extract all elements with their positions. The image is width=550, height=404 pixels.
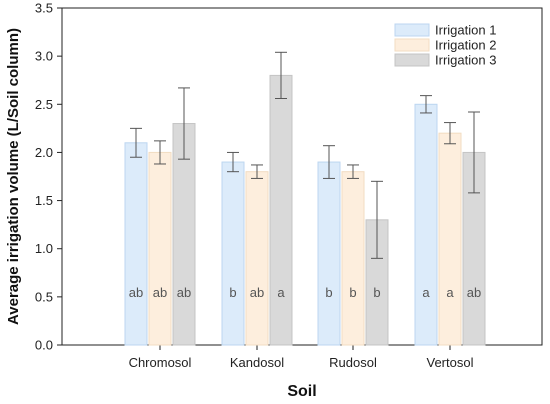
x-axis-title: Soil <box>287 383 316 400</box>
significance-letter: ab <box>250 285 264 300</box>
legend-swatch <box>394 53 430 67</box>
bar[interactable] <box>414 103 438 346</box>
y-tick-label: 2.5 <box>35 97 53 112</box>
significance-letter: a <box>277 285 285 300</box>
y-axis-title: Average irrigation volume (L/Soil column… <box>5 28 22 325</box>
y-tick-label: 0.5 <box>35 289 53 304</box>
y-tick-label: 3.5 <box>35 1 53 16</box>
x-tick-label: Vertosol <box>427 355 474 370</box>
significance-letter: b <box>325 285 332 300</box>
bar[interactable] <box>245 171 269 346</box>
bar[interactable] <box>124 142 148 346</box>
y-tick-label: 1.0 <box>35 241 53 256</box>
y-tick-label: 0.0 <box>35 338 53 353</box>
bar[interactable] <box>438 132 462 346</box>
y-tick-label: 2.0 <box>35 145 53 160</box>
y-tick-label: 1.5 <box>35 193 53 208</box>
significance-letter: ab <box>129 285 143 300</box>
legend-swatch <box>394 38 430 52</box>
significance-letter: ab <box>177 285 191 300</box>
plot-frame <box>61 7 543 346</box>
x-tick-label: Chromosol <box>129 355 192 370</box>
significance-letter: b <box>349 285 356 300</box>
significance-letter: ab <box>153 285 167 300</box>
significance-letter: b <box>373 285 380 300</box>
significance-letter: a <box>446 285 454 300</box>
significance-letter: a <box>422 285 430 300</box>
legend-label: Irrigation 2 <box>435 38 496 53</box>
significance-letter: ab <box>467 285 481 300</box>
significance-letter: b <box>229 285 236 300</box>
bar[interactable] <box>148 151 172 346</box>
bar[interactable] <box>221 161 245 346</box>
legend-label: Irrigation 1 <box>435 23 496 38</box>
bar[interactable] <box>317 161 341 346</box>
x-tick-label: Kandosol <box>230 355 284 370</box>
y-tick-label: 3.0 <box>35 49 53 64</box>
legend-label: Irrigation 3 <box>435 53 496 68</box>
legend-swatch <box>394 23 430 37</box>
x-tick-label: Rudosol <box>329 355 377 370</box>
bar[interactable] <box>269 74 293 346</box>
bar[interactable] <box>341 171 365 346</box>
